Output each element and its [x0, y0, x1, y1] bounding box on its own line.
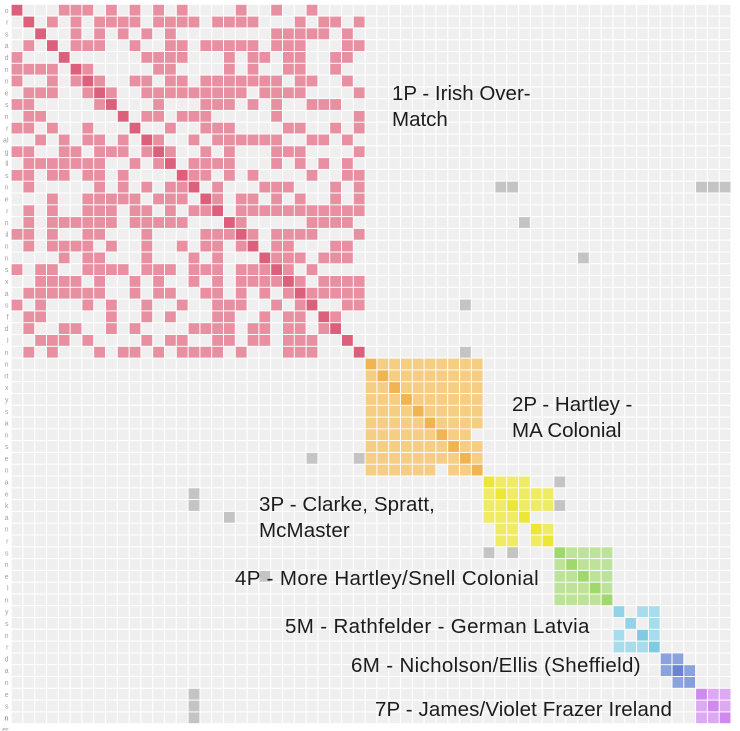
svg-text:n: n: [5, 680, 9, 687]
svg-text:n: n: [5, 220, 9, 227]
svg-text:e: e: [5, 90, 9, 97]
svg-text:r: r: [6, 208, 9, 215]
svg-text:e: e: [5, 692, 9, 699]
svg-text:l: l: [7, 586, 9, 593]
svg-text:l: l: [7, 338, 9, 345]
svg-text:rt: rt: [4, 373, 8, 380]
svg-text:n: n: [5, 362, 9, 369]
svg-text:al: al: [3, 138, 9, 145]
svg-text:ll: ll: [5, 161, 9, 168]
svg-text:s: s: [5, 550, 9, 557]
svg-text:a: a: [5, 421, 9, 428]
svg-text:d: d: [5, 656, 9, 663]
svg-text:e: e: [5, 456, 9, 463]
svg-text:f: f: [7, 314, 9, 321]
svg-text:r: r: [6, 539, 9, 546]
svg-text:s: s: [5, 173, 9, 180]
svg-text:a: a: [5, 43, 9, 50]
svg-text:a: a: [5, 668, 9, 675]
svg-text:n: n: [5, 79, 9, 86]
svg-text:x: x: [5, 279, 9, 286]
svg-text:n: n: [5, 185, 9, 192]
svg-text:e: e: [5, 574, 9, 581]
svg-text:a: a: [5, 480, 9, 487]
svg-text:s: s: [5, 409, 9, 416]
svg-text:n: n: [5, 597, 9, 604]
svg-text:a: a: [5, 515, 9, 522]
svg-text:n: n: [5, 67, 9, 74]
svg-text:n: n: [5, 527, 9, 534]
svg-text:n: n: [5, 633, 9, 640]
svg-text:r: r: [6, 20, 9, 27]
svg-text:x: x: [5, 385, 9, 392]
svg-text:k: k: [5, 503, 9, 510]
svg-text:s: s: [5, 102, 9, 109]
svg-text:r: r: [6, 126, 9, 133]
svg-text:n: n: [5, 114, 9, 121]
svg-text:n: n: [5, 244, 9, 251]
svg-text:e: e: [5, 491, 9, 498]
svg-text:er: er: [2, 727, 9, 731]
svg-text:s: s: [5, 267, 9, 274]
svg-text:n: n: [5, 715, 9, 722]
svg-text:d: d: [5, 55, 9, 62]
svg-text:s: s: [5, 444, 9, 451]
svg-text:y: y: [5, 609, 9, 616]
svg-text:a: a: [5, 291, 9, 298]
svg-text:e: e: [5, 197, 9, 204]
svg-text:d: d: [5, 326, 9, 333]
svg-text:o: o: [5, 8, 9, 15]
svg-text:il: il: [5, 232, 9, 239]
svg-text:s: s: [5, 621, 9, 628]
svg-text:y: y: [5, 397, 9, 404]
svg-text:n: n: [5, 350, 9, 357]
svg-text:s: s: [5, 303, 9, 310]
svg-text:r: r: [6, 645, 9, 652]
svg-text:g: g: [5, 149, 9, 156]
svg-text:s: s: [5, 31, 9, 38]
svg-text:s: s: [5, 704, 9, 711]
svg-text:n: n: [5, 432, 9, 439]
svg-text:n: n: [5, 468, 9, 475]
svg-text:n: n: [5, 255, 9, 262]
svg-text:n: n: [5, 562, 9, 569]
